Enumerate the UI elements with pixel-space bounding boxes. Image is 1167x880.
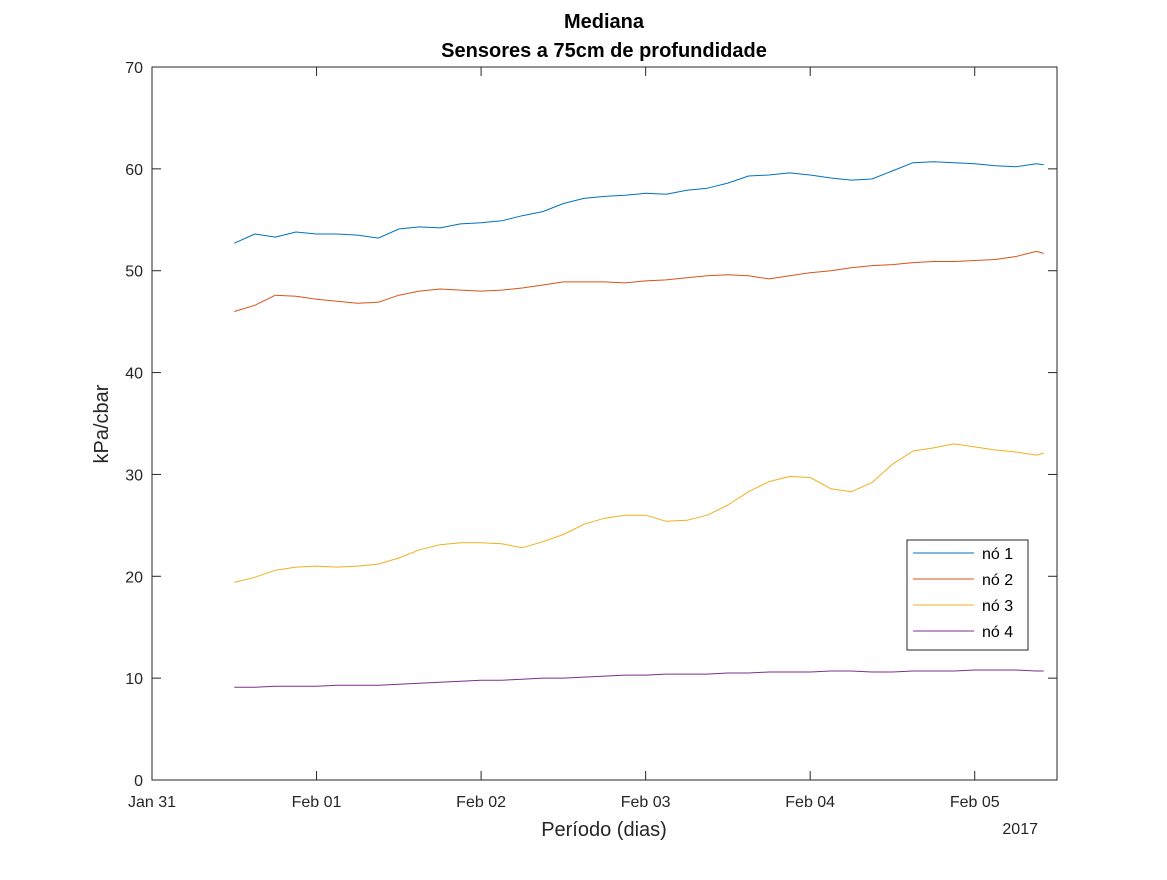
- series-line-no-3: [234, 443, 1044, 583]
- chart-subtitle: Sensores a 75cm de profundidade: [441, 40, 767, 62]
- legend-box: [906, 539, 1029, 651]
- legend-label: nó 3: [982, 598, 1013, 615]
- y-tick-label: 40: [125, 366, 143, 383]
- legend-label: nó 4: [982, 624, 1013, 641]
- x-tick-label: Feb 05: [950, 794, 1000, 811]
- y-tick-label: 30: [125, 467, 143, 484]
- x-tick-label: Feb 01: [292, 794, 342, 811]
- legend-label: nó 2: [982, 572, 1013, 589]
- x-tick-label: Jan 31: [128, 794, 176, 811]
- x-axis: Jan 31 Feb 01 Feb 02 Feb 03 Feb 04 Feb 05: [128, 67, 1000, 811]
- y-tick-label: 70: [125, 60, 143, 77]
- plot-area: [151, 66, 1058, 781]
- y-axis-label: kPa/cbar: [91, 384, 113, 463]
- x-tick-label: Feb 03: [621, 794, 671, 811]
- y-axis: 0 10 20 30 40 50 60 70: [125, 60, 1057, 790]
- x-axis-year-label: 2017: [1002, 821, 1038, 838]
- legend-label: nó 1: [982, 546, 1013, 563]
- y-tick-label: 60: [125, 162, 143, 179]
- y-tick-label: 50: [125, 264, 143, 281]
- x-tick-label: Feb 04: [785, 794, 835, 811]
- chart-title: Mediana: [564, 11, 645, 33]
- y-tick-label: 0: [134, 773, 143, 790]
- series-line-no-4: [234, 669, 1044, 688]
- y-tick-label: 20: [125, 569, 143, 586]
- series-line-no-1: [234, 161, 1044, 244]
- x-axis-label: Período (dias): [541, 819, 667, 841]
- y-tick-label: 10: [125, 671, 143, 688]
- x-tick-label: Feb 02: [456, 794, 506, 811]
- series-line-no-2: [234, 250, 1044, 312]
- series-group: [234, 161, 1044, 688]
- legend: nó 1 nó 2 nó 3 nó 4: [906, 539, 1029, 651]
